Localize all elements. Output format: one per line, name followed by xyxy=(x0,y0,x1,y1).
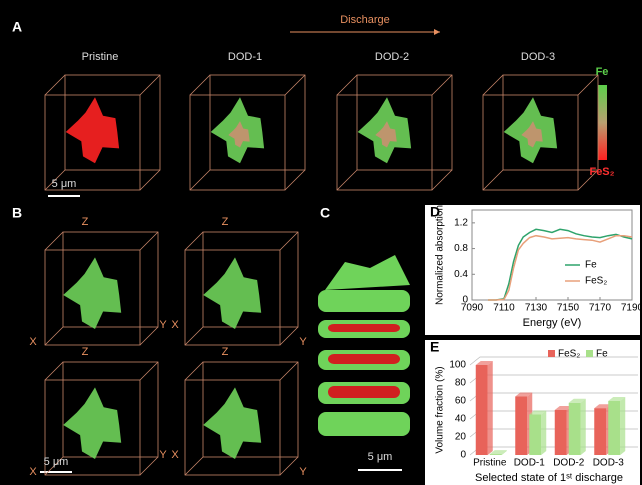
legend-swatch xyxy=(586,350,593,357)
legend-label: FeS₂ xyxy=(585,276,607,287)
figure: A Discharge Pristine DOD-1 DOD-2 DOD-3 Fe FeS₂ 5… xyxy=(0,0,642,485)
x-tick-label: 7170 xyxy=(589,303,612,314)
scale-bar-label: 5 μm xyxy=(368,451,393,463)
axis-label: X xyxy=(29,466,37,478)
y-axis-label: Normalized absorption xyxy=(435,205,446,305)
bar xyxy=(476,365,488,455)
slice-core xyxy=(328,354,400,364)
x-tick-label: 7150 xyxy=(557,303,580,314)
bar xyxy=(608,401,620,455)
bar-side xyxy=(581,399,586,455)
y-tick-label: 40 xyxy=(455,414,467,425)
slice xyxy=(318,412,410,436)
bar xyxy=(515,397,527,456)
colorbar xyxy=(598,85,607,160)
legend-label: Fe xyxy=(585,260,597,271)
x-tick-label: DOD-2 xyxy=(553,458,585,469)
legend-label: FeS₂ xyxy=(558,349,580,360)
x-tick-label: 7130 xyxy=(525,303,548,314)
y-tick-label: 60 xyxy=(455,396,467,407)
column-title: DOD-3 xyxy=(521,51,555,63)
bar-side xyxy=(620,397,625,455)
y-tick-label: 1.2 xyxy=(454,217,468,228)
y-tick-label: 0 xyxy=(460,450,466,461)
bar xyxy=(594,408,606,455)
x-tick-label: DOD-3 xyxy=(593,458,625,469)
x-tick-label: 7090 xyxy=(461,303,484,314)
slice-core xyxy=(328,324,400,332)
axis-label: X xyxy=(29,336,37,348)
x-axis-label: Energy (eV) xyxy=(523,317,582,329)
y-tick-label: 100 xyxy=(449,360,466,371)
axis-label: Z xyxy=(82,346,89,358)
x-tick-label: DOD-1 xyxy=(514,458,546,469)
axis-label: Y xyxy=(159,319,167,331)
colorbar-label: Fe xyxy=(596,66,609,78)
column-title: DOD-2 xyxy=(375,51,409,63)
x-tick-label: 7190 xyxy=(621,303,642,314)
axis-label: Y xyxy=(299,466,307,478)
x-tick-label: 7110 xyxy=(493,303,515,314)
bar-side xyxy=(541,411,546,456)
axis-label: Y xyxy=(159,449,167,461)
y-tick-label: 80 xyxy=(455,378,467,389)
axis-label: Z xyxy=(222,346,229,358)
bar xyxy=(555,410,567,455)
panel-label: A xyxy=(12,19,22,35)
bar-side xyxy=(488,361,493,455)
panel-label: B xyxy=(12,205,22,221)
bar xyxy=(490,454,502,455)
panel-label: C xyxy=(320,205,330,221)
x-axis-label: Selected state of 1ˢᵗ discharge xyxy=(475,472,623,484)
slice xyxy=(318,290,410,312)
y-tick-label: 20 xyxy=(455,432,467,443)
column-title: Pristine xyxy=(82,51,119,63)
axis-label: Z xyxy=(82,216,89,228)
legend-swatch xyxy=(548,350,555,357)
axis-label: X xyxy=(171,319,179,331)
x-tick-label: Pristine xyxy=(473,458,507,469)
y-tick-label: 0.8 xyxy=(454,243,468,254)
scale-bar-label: 5 μm xyxy=(52,178,77,190)
slice-core xyxy=(328,386,400,398)
legend-label: Fe xyxy=(596,349,608,360)
y-axis-label: Volume fraction (%) xyxy=(435,366,446,453)
axis-label: X xyxy=(171,449,179,461)
axis-label: Z xyxy=(222,216,229,228)
bar xyxy=(569,403,581,455)
column-title: DOD-1 xyxy=(228,51,262,63)
bar xyxy=(529,415,541,456)
panel-label: E xyxy=(430,339,439,355)
arrow-label: Discharge xyxy=(340,14,390,26)
y-tick-label: 0.4 xyxy=(454,269,468,280)
colorbar-label: FeS₂ xyxy=(589,166,614,178)
axis-label: Y xyxy=(299,336,307,348)
scale-bar-label: 5 μm xyxy=(44,456,69,468)
